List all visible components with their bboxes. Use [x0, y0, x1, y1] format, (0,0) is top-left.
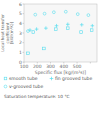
plot-frame: [24, 4, 97, 62]
point: [43, 47, 46, 50]
legend-marker: [4, 77, 7, 80]
point: [55, 24, 59, 28]
x-tick: [90, 62, 91, 64]
point: [35, 27, 39, 31]
point: [34, 13, 37, 16]
legend-label: v-grooved tube: [9, 84, 43, 89]
point: [64, 10, 67, 13]
x-tick-label: 200: [33, 64, 42, 69]
point: [44, 26, 48, 30]
point: [87, 14, 90, 17]
x-tick-label: 500: [73, 64, 82, 69]
y-tick-label: 5: [19, 11, 22, 16]
point: [27, 52, 30, 55]
point: [80, 23, 84, 27]
chart: 100 200 300 400 500 0 1 2 3 4 5 6 Specific flux [kg/…: [0, 0, 100, 122]
y-tick-label: 3: [19, 31, 22, 36]
y-tick-label: 4: [19, 21, 22, 26]
point: [91, 24, 95, 28]
x-tick-label: 100: [20, 64, 29, 69]
y-tick: [23, 4, 25, 5]
y-tick: [23, 23, 25, 24]
x-tick-label: 400: [60, 64, 69, 69]
legend-marker: [4, 85, 7, 88]
annotation: Saturation temperature: 10 °C: [4, 94, 70, 99]
chart-container: 100 200 300 400 500 0 1 2 3 4 5 6 Specific flux [kg/…: [0, 0, 100, 122]
y-tick-label: 2: [19, 40, 22, 45]
y-axis-label: Local heat transfercoefficient[kW/(m²K)]: [0, 14, 14, 52]
point: [27, 30, 30, 33]
legend-marker: [50, 77, 54, 81]
y-tick-label: 0: [19, 60, 22, 65]
x-axis-label: Specific flux [kg/(m²s)]: [35, 70, 87, 75]
y-tick: [23, 13, 25, 14]
legend-label: fin grooved tube: [55, 76, 92, 81]
point: [55, 28, 58, 31]
y-tick: [23, 33, 25, 34]
data-points: [27, 10, 95, 54]
y-tick-label: 1: [19, 50, 22, 55]
point: [67, 27, 70, 30]
point: [52, 11, 55, 14]
y-tick-label: 6: [19, 2, 22, 7]
y-tick: [23, 52, 25, 53]
point: [80, 31, 83, 34]
point: [32, 31, 35, 34]
y-tick: [23, 62, 25, 63]
legend-label: smooth tube: [9, 76, 38, 81]
point: [90, 29, 93, 32]
y-axis-label-line: [kW/(m²K)]: [9, 22, 14, 44]
point: [76, 13, 79, 16]
x-tick-label: 300: [46, 64, 55, 69]
y-tick: [23, 42, 25, 43]
point: [43, 12, 46, 15]
point: [66, 23, 70, 27]
